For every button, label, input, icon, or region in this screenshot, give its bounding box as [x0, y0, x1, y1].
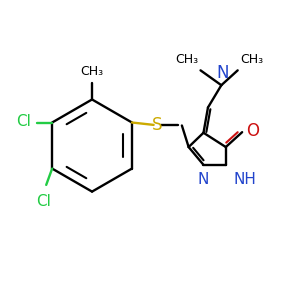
- Text: NH: NH: [233, 172, 256, 187]
- Text: CH₃: CH₃: [80, 65, 104, 78]
- Text: CH₃: CH₃: [240, 53, 263, 66]
- Text: N: N: [216, 64, 229, 82]
- Text: O: O: [246, 122, 259, 140]
- Text: Cl: Cl: [16, 113, 31, 128]
- Text: CH₃: CH₃: [175, 53, 198, 66]
- Text: N: N: [198, 172, 209, 187]
- Text: Cl: Cl: [36, 194, 51, 209]
- Text: S: S: [152, 116, 163, 134]
